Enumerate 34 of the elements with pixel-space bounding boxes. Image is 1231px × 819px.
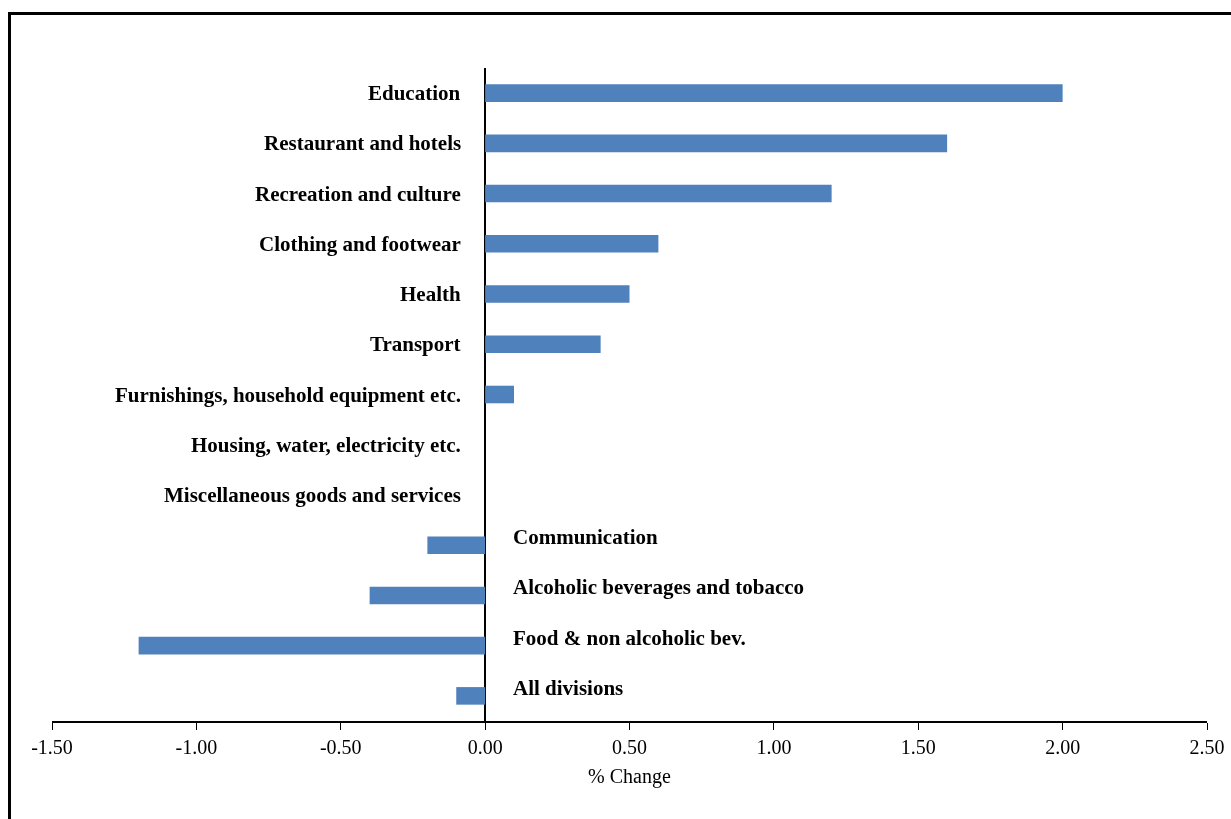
x-tick-label: 1.00 bbox=[756, 735, 792, 758]
x-tick-label: 0.50 bbox=[612, 735, 647, 758]
x-axis-title: % Change bbox=[588, 764, 671, 788]
bar bbox=[485, 84, 1063, 102]
x-tick-label: 2.50 bbox=[1189, 735, 1225, 758]
bar bbox=[485, 335, 601, 354]
bar bbox=[485, 134, 948, 153]
bar bbox=[138, 636, 486, 655]
x-tick-label: -1.50 bbox=[31, 735, 73, 758]
x-tick-label: 0.00 bbox=[467, 735, 503, 758]
x-tick-label: -0.50 bbox=[319, 735, 362, 758]
y-tick-label: Education bbox=[368, 81, 461, 105]
y-tick-label: Furnishings, household equipment etc. bbox=[115, 383, 461, 407]
bar bbox=[485, 184, 832, 203]
y-tick-label: Housing, water, electricity etc. bbox=[191, 433, 461, 457]
x-tick-label: 2.00 bbox=[1045, 735, 1081, 758]
y-tick-label: Alcoholic beverages and tobacco bbox=[513, 575, 805, 599]
y-tick-label: Transport bbox=[370, 332, 461, 356]
y-tick-label: Communication bbox=[513, 525, 658, 549]
bar bbox=[485, 385, 514, 404]
bar bbox=[485, 235, 659, 253]
x-tick-label: 1.50 bbox=[900, 735, 936, 758]
y-tick-label: Health bbox=[400, 282, 461, 306]
y-tick-label: All divisions bbox=[513, 676, 624, 700]
bar bbox=[427, 536, 486, 554]
bar bbox=[485, 285, 630, 303]
x-tick-label: -1.00 bbox=[175, 735, 218, 758]
y-tick-label: Recreation and culture bbox=[255, 182, 461, 206]
y-tick-label: Food & non alcoholic bev. bbox=[513, 626, 746, 650]
y-tick-label: Clothing and footwear bbox=[259, 232, 461, 256]
y-tick-label: Miscellaneous goods and services bbox=[164, 483, 461, 507]
bar bbox=[369, 586, 486, 605]
y-tick-label: Restaurant and hotels bbox=[264, 131, 462, 155]
bar bbox=[456, 687, 486, 705]
